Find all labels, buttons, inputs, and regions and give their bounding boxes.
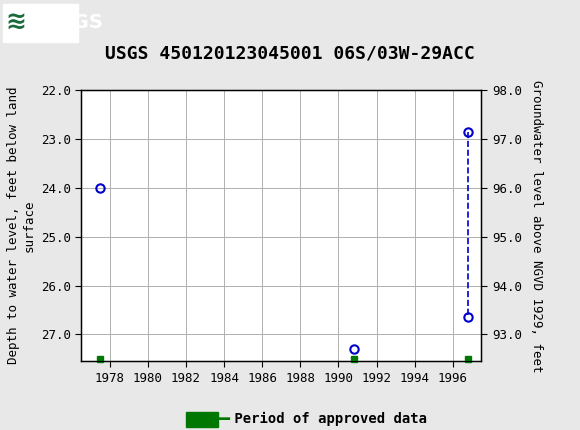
Y-axis label: Groundwater level above NGVD 1929, feet: Groundwater level above NGVD 1929, feet	[530, 80, 543, 372]
Y-axis label: Depth to water level, feet below land
surface: Depth to water level, feet below land su…	[7, 87, 35, 365]
Text: USGS 450120123045001 06S/03W-29ACC: USGS 450120123045001 06S/03W-29ACC	[105, 44, 475, 62]
Bar	[3, 3, 78, 42]
Text: —: —	[209, 409, 231, 429]
Text: ≋: ≋	[6, 11, 27, 34]
Text: USGS: USGS	[44, 13, 103, 32]
Text: Period of approved data: Period of approved data	[226, 412, 427, 426]
